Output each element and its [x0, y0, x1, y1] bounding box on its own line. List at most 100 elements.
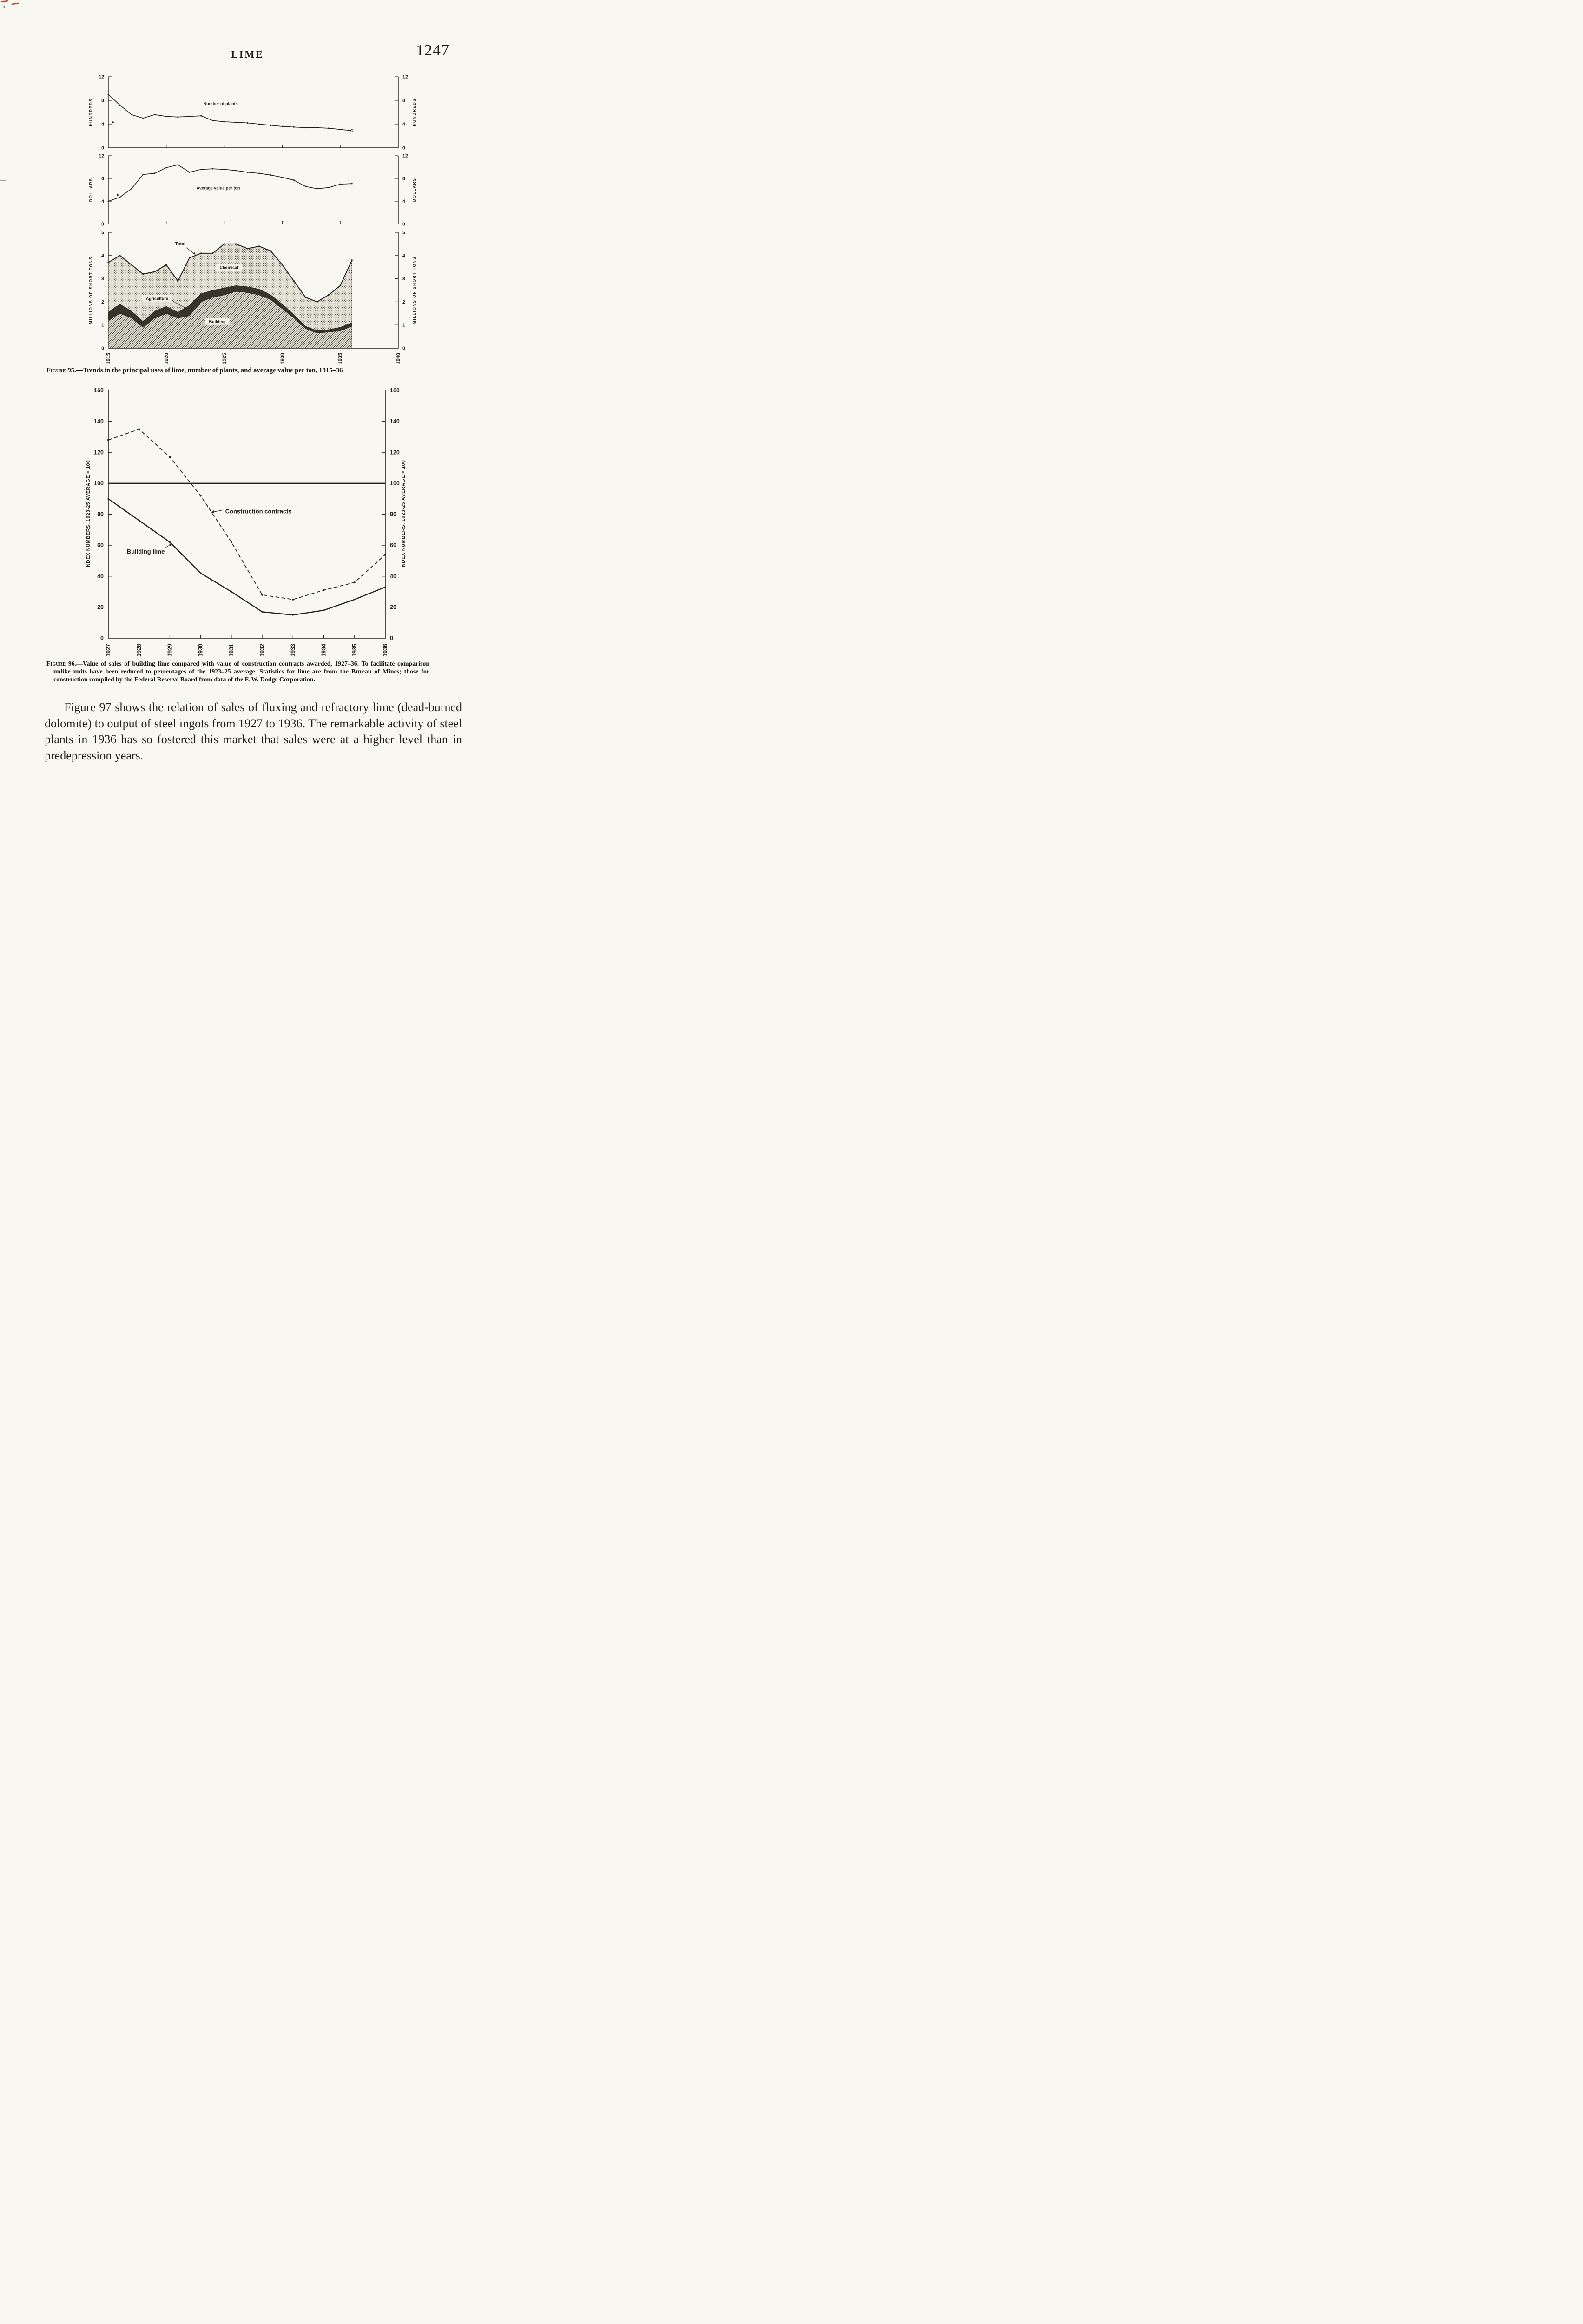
y-tick-label: 20	[97, 604, 104, 610]
building-lime-leader-arrow	[164, 543, 172, 549]
y-tick-label: 60	[390, 542, 396, 548]
y-tick-label: 5	[101, 230, 104, 236]
y-tick-label: 80	[390, 511, 396, 518]
y-tick-label: 40	[390, 573, 396, 580]
figure-96-caption-label: Figure 96.	[46, 660, 77, 667]
y-tick-label: 0	[101, 145, 104, 151]
construction-contracts-label: Construction contracts	[225, 508, 292, 515]
y-tick-label: 0	[101, 222, 104, 227]
agriculture-label: Agriculture	[146, 296, 168, 301]
y-tick-label: 1	[101, 323, 104, 328]
y-tick-label: 60	[97, 542, 104, 548]
stray-dot	[117, 194, 119, 196]
y-tick-label: 8	[101, 98, 104, 104]
y-axis-title: INDEX NUMBERS, 1923-25 AVERAGE = 100	[401, 460, 406, 569]
y-tick-label: 4	[402, 253, 405, 258]
y-tick-label: 2	[101, 299, 104, 305]
y-axis-title: INDEX NUMBERS, 1923-25 AVERAGE = 100	[86, 460, 91, 569]
x-tick-label: 1930	[198, 644, 204, 657]
x-tick-label: 1915	[106, 353, 112, 364]
y-tick-label: 160	[390, 387, 400, 394]
construction-leader-arrow	[211, 509, 224, 514]
index-chart: 0 0 20 20 40 40 60 60 80 80 100 100 120 120 140 140 160 1…	[86, 387, 406, 657]
value-series-label: Average value per ton	[197, 185, 240, 190]
figure-95-caption-label: Figure 95.	[46, 367, 76, 374]
y-tick-label: 140	[94, 418, 104, 425]
y-tick-label: 4	[402, 199, 405, 205]
y-axis-title: DOLLARS	[412, 178, 416, 202]
y-tick-label: 4	[101, 122, 104, 127]
page-title: LIME	[231, 48, 264, 60]
y-tick-label: 3	[101, 276, 104, 282]
y-tick-label: 100	[390, 480, 400, 487]
x-tick-label: 1935	[338, 353, 343, 364]
figure-95-caption: Figure 95.—Trends in the principal uses …	[46, 367, 474, 375]
value-panel: 0 0 4 4 8 8 12 12 DOLLARS DOLLARS Average value pe…	[88, 153, 416, 227]
y-tick-label: 8	[402, 176, 405, 182]
y-tick-label: 3	[402, 276, 405, 282]
uses-panel: 0 0 1 1 2 2 3 3 4 4 5 5 MILLIONS OF SHORT TONS MILLIO…	[88, 230, 416, 351]
y-axis-title: DOLLARS	[88, 178, 93, 202]
x-tick-label: 1934	[321, 644, 327, 657]
y-tick-label: 5	[402, 230, 405, 236]
figure-96-caption-text: —Value of sales of building lime compare…	[53, 660, 430, 683]
building-label: Building	[209, 319, 226, 324]
stray-dot	[112, 121, 114, 124]
y-tick-label: 100	[94, 480, 104, 487]
body-paragraph: Figure 97 shows the relation of sales of…	[45, 700, 462, 762]
x-tick-label: 1935	[351, 644, 358, 657]
page-number: 1247	[416, 42, 449, 59]
y-tick-label: 12	[402, 153, 408, 159]
y-tick-label: 0	[390, 635, 393, 641]
y-tick-label: 12	[99, 153, 104, 159]
y-tick-label: 40	[97, 573, 104, 580]
y-tick-label: 80	[97, 511, 104, 518]
building-lime-label: Building lime	[127, 548, 165, 555]
y-tick-label: 4	[402, 122, 405, 127]
x-tick-label: 1932	[259, 644, 265, 657]
y-tick-label: 2	[402, 299, 405, 305]
x-tick-label: 1940	[396, 353, 402, 364]
total-leader-arrow	[185, 247, 196, 255]
y-axis-title: MILLIONS OF SHORT TONS	[412, 257, 416, 324]
x-tick-label: 1927	[105, 644, 112, 657]
y-tick-label: 1	[402, 323, 405, 328]
y-axis-title: HUNDREDS	[412, 98, 416, 126]
y-tick-label: 4	[101, 199, 104, 205]
x-tick-label: 1928	[136, 644, 142, 657]
y-tick-label: 120	[94, 449, 104, 456]
y-tick-label: 8	[402, 98, 405, 104]
total-label: Total	[175, 241, 185, 246]
plants-series-label: Number of plants	[204, 101, 238, 106]
scan-edge-mark	[0, 180, 6, 181]
x-tick-label: 1930	[280, 353, 285, 364]
y-tick-label: 0	[402, 222, 405, 227]
y-tick-label: 140	[390, 418, 400, 425]
y-axis-title: MILLIONS OF SHORT TONS	[88, 257, 93, 324]
y-axis-title: HUNDREDS	[88, 98, 93, 126]
figure-96-chart: 0 0 20 20 40 40 60 60 80 80 100 100 120 120 140 140 160 1…	[86, 387, 406, 657]
plants-line	[108, 94, 352, 131]
x-tick-label: 1933	[290, 644, 296, 657]
y-tick-label: 0	[101, 346, 104, 351]
y-tick-label: 0	[100, 635, 104, 641]
document-page: LIME 1247 0 0 4 4 8 8 12 12 HUNDREDS HUNDREDS Numb…	[0, 0, 528, 840]
y-tick-label: 0	[402, 346, 405, 351]
y-tick-label: 4	[101, 253, 104, 258]
total-line	[108, 243, 353, 303]
x-tick-label: 1936	[382, 644, 389, 657]
y-tick-label: 20	[390, 604, 396, 610]
x-tick-label: 1931	[228, 644, 235, 657]
figure-96-caption: Figure 96.—Value of sales of building li…	[46, 660, 429, 683]
y-tick-label: 12	[402, 74, 408, 80]
building-lime-line	[108, 498, 386, 616]
y-tick-label: 12	[99, 74, 104, 80]
y-tick-label: 120	[390, 449, 400, 456]
value-line	[108, 164, 352, 202]
x-tick-label: 1925	[222, 353, 227, 364]
y-tick-label: 160	[94, 387, 104, 394]
plants-panel: 0 0 4 4 8 8 12 12 HUNDREDS HUNDREDS Number of plan…	[88, 74, 416, 151]
x-tick-label: 1929	[166, 644, 173, 657]
y-tick-label: 0	[402, 145, 405, 151]
